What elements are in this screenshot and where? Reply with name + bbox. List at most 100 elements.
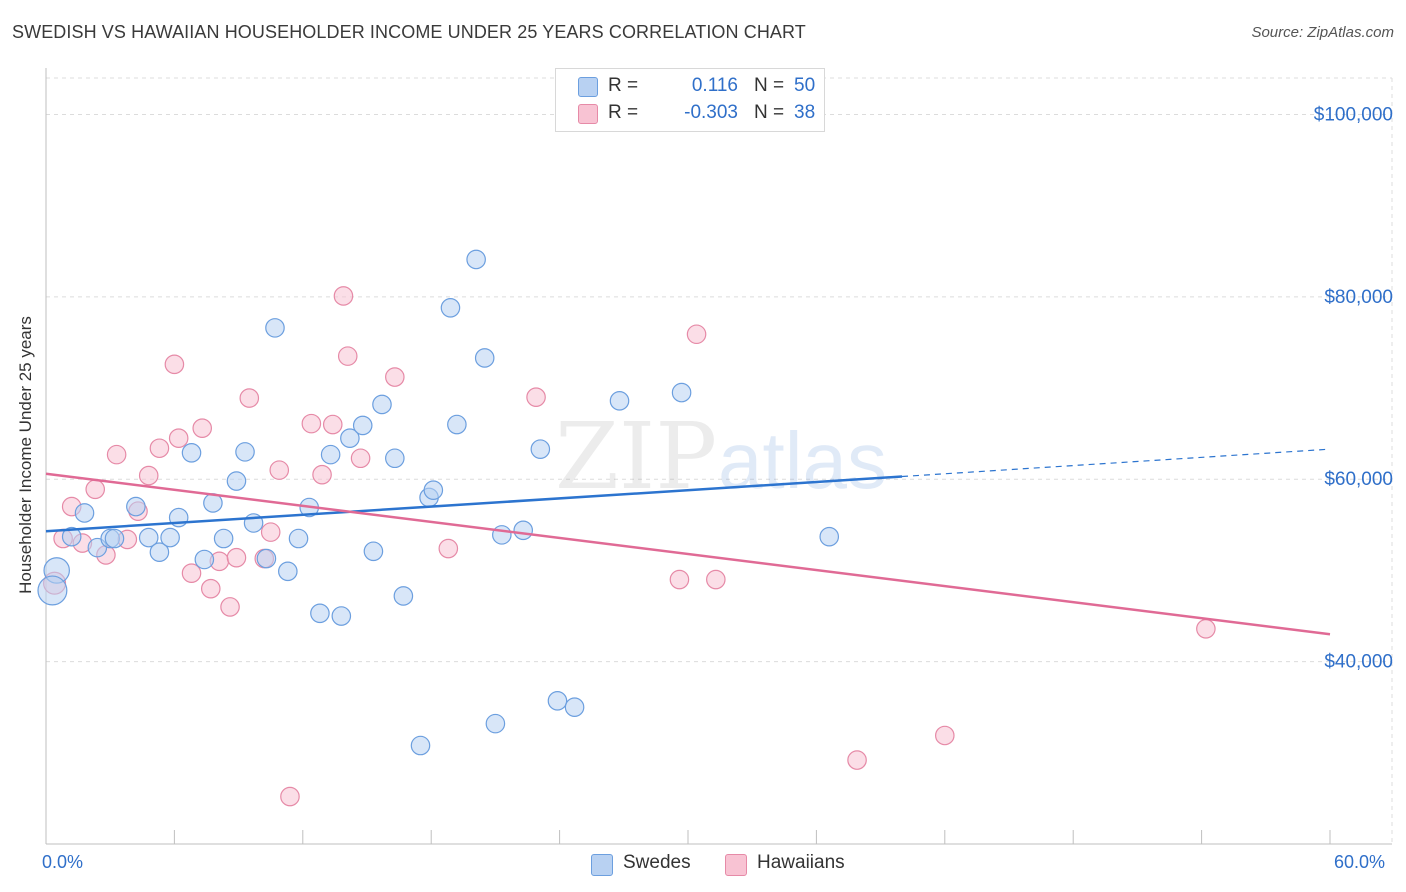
hawaiians-point — [322, 414, 343, 435]
swedes-point — [160, 527, 180, 548]
bottom-legend-swedes[interactable]: Swedes — [591, 852, 701, 876]
hawaiians-point — [706, 569, 726, 590]
swedes-point — [393, 586, 414, 606]
swedes-point — [194, 549, 215, 570]
hawaiians-point — [935, 725, 955, 746]
swedes-trend-line — [45, 475, 903, 533]
hawaiians-point — [164, 354, 185, 375]
hawaiians-point — [301, 413, 322, 434]
swedes-point — [149, 542, 170, 562]
swedes-point — [288, 528, 309, 549]
swedes-point — [530, 439, 551, 459]
hawaiians-point — [669, 569, 690, 590]
axes — [45, 68, 1392, 845]
swedes-point — [363, 541, 384, 562]
legend-r-label: R = — [608, 75, 639, 96]
hawaiians-point — [260, 522, 281, 542]
legend-r-value: 0.116 — [691, 75, 738, 96]
swedes-point — [331, 606, 352, 626]
swedes-point — [385, 448, 405, 469]
swedes-point — [819, 526, 840, 547]
swedes-point — [340, 428, 360, 448]
chart-title: SWEDISH VS HAWAIIAN HOUSEHOLDER INCOME U… — [12, 22, 806, 42]
hawaiians-point — [312, 464, 332, 485]
source-label: Source: ZipAtlas.com — [1251, 24, 1394, 41]
swedes-point — [278, 561, 298, 582]
hawaiians-point — [269, 460, 290, 480]
swedes-point — [74, 503, 95, 523]
legend-r-label: R = — [608, 102, 639, 123]
hawaiians-point — [280, 786, 300, 807]
y-tick-label: $80,000 — [1324, 287, 1393, 308]
swedes-point — [104, 528, 125, 549]
swedes-point — [466, 249, 486, 270]
hawaiians-point — [686, 324, 707, 345]
hawaiians-point — [385, 367, 405, 387]
swedes-point — [547, 691, 568, 711]
swedes-point — [492, 525, 512, 545]
swedes-point — [138, 527, 159, 548]
swedes-point — [126, 496, 146, 517]
y-axis-title: Householder Income Under 25 years — [16, 316, 35, 594]
hawaiians-point — [220, 597, 240, 617]
hawaiians-point — [181, 563, 202, 583]
swedes-point — [235, 442, 255, 462]
hawaiians-trend-line — [45, 472, 1331, 636]
swedes-point — [37, 575, 68, 606]
swedes-point — [265, 318, 285, 338]
x-tick-label-min: 0.0% — [42, 852, 84, 872]
swedes-point — [213, 528, 234, 549]
hawaiians-point — [106, 444, 127, 465]
swedes-point — [181, 442, 202, 463]
swedes-point — [310, 603, 330, 624]
hawaiians-point — [239, 388, 260, 408]
swedes-point — [564, 697, 585, 718]
bottom-legend-label-hawaiians: Hawaiians — [757, 852, 845, 873]
hawaiians-point — [438, 538, 459, 559]
legend-n-value: 38 — [794, 102, 816, 123]
y-tick-label: $40,000 — [1324, 652, 1393, 673]
legend-n-label: N = — [754, 75, 785, 96]
y-tick-label: $100,000 — [1314, 104, 1393, 125]
swedes-point — [474, 348, 495, 368]
trend-lines — [45, 448, 1331, 636]
swedes-point — [485, 713, 506, 734]
x-tick-label-max: 60.0% — [1334, 852, 1386, 872]
hawaiians-point — [333, 286, 354, 306]
swedes-point — [447, 414, 467, 435]
hawaiians-point — [226, 547, 247, 568]
watermark-zip: ZIP — [555, 403, 717, 510]
y-tick-labels: $40,000 $60,000 $80,000 $100,000 — [1314, 104, 1393, 672]
swedes-point — [372, 394, 392, 415]
watermark: ZIP atlas — [555, 403, 887, 510]
legend-n-label: N = — [754, 102, 785, 123]
swedes-point — [256, 548, 277, 569]
legend-swatch-hawaiians — [578, 104, 598, 124]
swedes-point — [226, 471, 247, 491]
swedes-point — [671, 382, 692, 403]
legend-n-value: 50 — [794, 75, 816, 96]
swedes-point — [423, 480, 444, 500]
swedes-point — [320, 444, 341, 465]
hawaiians-point — [85, 479, 106, 500]
swedes-points — [37, 249, 840, 756]
swedes-point — [410, 735, 431, 756]
legend: R = 0.116 N = 50 R = -0.303 N = 38 — [555, 68, 825, 132]
swedes-point — [352, 415, 373, 436]
bottom-legend-swatch-swedes — [591, 854, 613, 876]
hawaiians-point — [337, 346, 358, 366]
legend-swatch-swedes — [578, 77, 598, 97]
hawaiians-point — [200, 578, 221, 599]
swedes-point — [609, 391, 630, 411]
bottom-legend-label-swedes: Swedes — [623, 852, 691, 873]
legend-r-value: -0.303 — [684, 102, 738, 123]
swedes-point — [513, 520, 534, 541]
hawaiians-point — [526, 387, 546, 407]
swedes-trend-extension — [901, 448, 1331, 478]
hawaiians-point — [847, 750, 867, 770]
bottom-legend-hawaiians[interactable]: Hawaiians — [725, 852, 855, 876]
swedes-point — [440, 298, 461, 318]
y-tick-label: $60,000 — [1324, 469, 1393, 490]
hawaiians-point — [138, 465, 159, 486]
